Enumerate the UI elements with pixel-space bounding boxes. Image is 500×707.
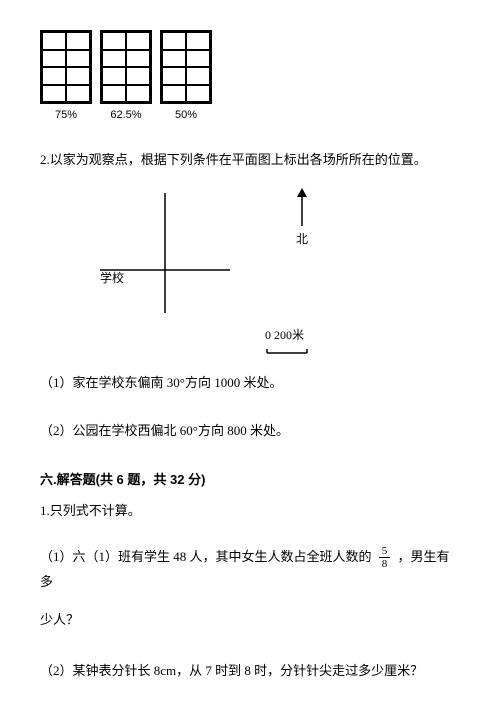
scale-bar-icon <box>265 349 315 357</box>
s6-q1-intro: 1.只列式不计算。 <box>40 499 460 522</box>
map-diagram: 学校 北 0 200米 <box>40 183 460 353</box>
fraction-5-8: 5 8 <box>379 545 391 570</box>
scale-indicator: 0 200米 <box>265 325 315 357</box>
s6-q1-p1: （1）六（1）班有学生 48 人，其中女生人数占全班人数的 5 8 ，男生有多 <box>40 545 460 594</box>
s6-q1-p2: （2）某钟表分针长 8cm，从 7 时到 8 时，分针针尖走过多少厘米？ <box>40 659 460 682</box>
grid-label-1: 75% <box>55 106 77 126</box>
fraction-den: 8 <box>379 558 391 570</box>
grid-label-3: 50% <box>175 106 197 126</box>
cross-axes <box>100 193 260 323</box>
grid-box-3: 50% <box>160 30 212 126</box>
grid-75 <box>40 30 92 104</box>
grid-row: 75% 62.5% 50% <box>40 30 460 126</box>
grid-box-2: 62.5% <box>100 30 152 126</box>
fraction-num: 5 <box>379 545 391 558</box>
s6-q1-p1a: （1）六（1）班有学生 48 人，其中女生人数占全班人数的 <box>40 549 372 564</box>
grid-62 <box>100 30 152 104</box>
grid-label-2: 62.5% <box>110 106 141 126</box>
grid-50 <box>160 30 212 104</box>
grid-box-1: 75% <box>40 30 92 126</box>
north-label: 北 <box>296 229 308 251</box>
scale-label: 0 200米 <box>265 325 304 347</box>
q2-text: 2.以家为观察点，根据下列条件在平面图上标出各场所所在的位置。 <box>40 148 460 171</box>
s6-q1-p1c: 少人？ <box>40 608 460 631</box>
q2-sub-a: （1）家在学校东偏南 30°方向 1000 米处。 <box>40 371 460 394</box>
q2-sub-b: （2）公园在学校西偏北 60°方向 800 米处。 <box>40 419 460 442</box>
section6-header: 六.解答题(共 6 题，共 32 分) <box>40 468 460 491</box>
north-arrow-icon <box>295 188 309 226</box>
north-indicator: 北 <box>295 188 309 251</box>
school-label: 学校 <box>100 268 124 290</box>
